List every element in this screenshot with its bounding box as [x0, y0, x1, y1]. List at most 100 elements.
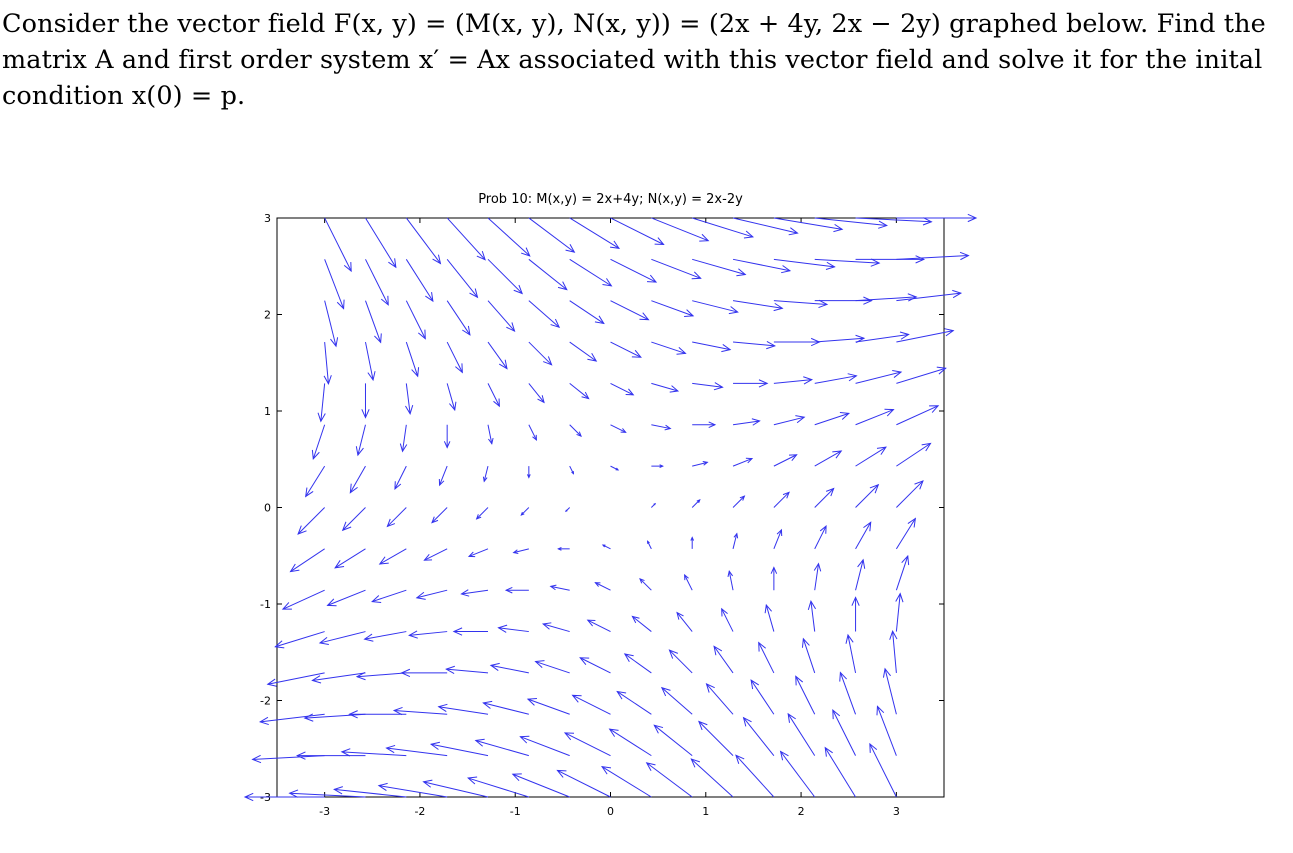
vector-arrow [365, 259, 389, 306]
vector-arrow [557, 546, 570, 551]
y-tick-label: -1 [260, 598, 271, 611]
vector-arrow [452, 627, 489, 636]
vector-arrow [691, 499, 701, 508]
vector-arrow [732, 457, 754, 467]
vector-arrow [896, 442, 932, 467]
vector-arrow [732, 418, 761, 426]
vector-arrow [610, 465, 620, 471]
vector-arrow [361, 383, 370, 419]
vector-arrow [732, 217, 799, 236]
problem-statement: Consider the vector field F(x, y) = (M(x… [2, 6, 1288, 114]
vector-arrow [705, 683, 734, 715]
vector-arrow [526, 466, 531, 479]
vector-arrow [311, 672, 366, 684]
vector-arrow [610, 424, 627, 433]
vector-arrow [684, 573, 693, 591]
vector-arrow [814, 412, 851, 426]
vector-arrow [668, 649, 693, 674]
vector-arrow [526, 697, 570, 715]
vector-arrow [787, 712, 816, 756]
vector-arrow [651, 258, 702, 280]
vector-arrow [690, 536, 695, 549]
vector-arrow [487, 341, 508, 370]
vector-arrow [487, 258, 524, 295]
vector-arrow [446, 259, 479, 299]
vector-arrow [511, 773, 570, 798]
vector-arrow [855, 558, 866, 591]
vector-arrow [773, 528, 783, 550]
vector-arrow [824, 746, 856, 798]
vector-arrow [569, 341, 598, 362]
vector-arrow [773, 415, 806, 426]
vector-arrows [243, 213, 978, 802]
vector-arrow [855, 446, 887, 467]
vector-arrow [813, 562, 822, 591]
vector-arrow [623, 653, 652, 674]
vector-arrow [324, 217, 352, 273]
vector-arrow [274, 631, 325, 649]
vector-arrow [520, 507, 530, 516]
vector-arrow [446, 341, 463, 374]
vector-arrow [528, 424, 537, 442]
vector-arrow [534, 660, 570, 674]
vector-arrow [528, 258, 568, 291]
vector-arrow [651, 217, 710, 242]
vector-arrow [896, 251, 970, 261]
vector-arrow [855, 483, 880, 508]
vector-arrow [438, 465, 448, 487]
vector-arrow [415, 589, 448, 600]
vector-arrow [386, 507, 407, 528]
vector-arrow [405, 341, 420, 378]
vector-arrow [639, 577, 652, 591]
vector-arrow [882, 667, 897, 715]
vector-arrow [333, 786, 407, 798]
vector-arrow [855, 331, 910, 343]
vector-arrow [296, 751, 366, 760]
vector-arrow [385, 744, 448, 757]
x-tick-label: 3 [893, 805, 900, 818]
vector-arrow [895, 517, 917, 550]
vector-arrow [400, 668, 448, 678]
vector-arrow [832, 709, 857, 756]
vector-arrow [692, 382, 724, 391]
vector-arrow [474, 738, 529, 757]
vector-arrow [733, 379, 769, 388]
x-tick-label: -3 [319, 805, 330, 818]
vector-arrow [692, 461, 709, 467]
vector-arrow [801, 637, 816, 674]
vector-arrow [297, 507, 325, 535]
vector-arrow [770, 566, 778, 591]
vector-arrow [378, 548, 407, 565]
vector-arrow [355, 424, 366, 457]
vector-arrow [660, 686, 693, 715]
vector-arrow [334, 548, 366, 569]
vector-arrow [467, 548, 489, 558]
vector-arrow [732, 300, 784, 312]
vector-arrow [773, 337, 821, 347]
vector-arrow [528, 300, 561, 329]
vector-arrow [855, 293, 918, 302]
vector-arrow [851, 596, 860, 632]
vector-arrow [528, 341, 553, 366]
vector-arrow [610, 258, 658, 283]
x-tick-label: -2 [414, 805, 425, 818]
vector-arrow [482, 700, 529, 715]
vector-arrow [251, 754, 325, 764]
vector-arrow [467, 776, 529, 798]
vector-arrow [289, 548, 325, 573]
vector-arrow [394, 465, 407, 490]
vector-arrow [556, 769, 611, 798]
vector-arrow [594, 582, 611, 591]
vector-arrow [896, 213, 978, 223]
vector-arrow [460, 589, 489, 597]
vector-arrow [651, 424, 672, 431]
vector-arrow [692, 258, 747, 277]
vector-arrow [318, 631, 366, 645]
vector-arrow [676, 611, 693, 632]
vector-arrow [340, 748, 407, 757]
vector-arrow [692, 341, 732, 353]
vector-arrow [721, 607, 734, 632]
vector-arrow [610, 382, 635, 396]
vector-arrow [839, 671, 857, 715]
